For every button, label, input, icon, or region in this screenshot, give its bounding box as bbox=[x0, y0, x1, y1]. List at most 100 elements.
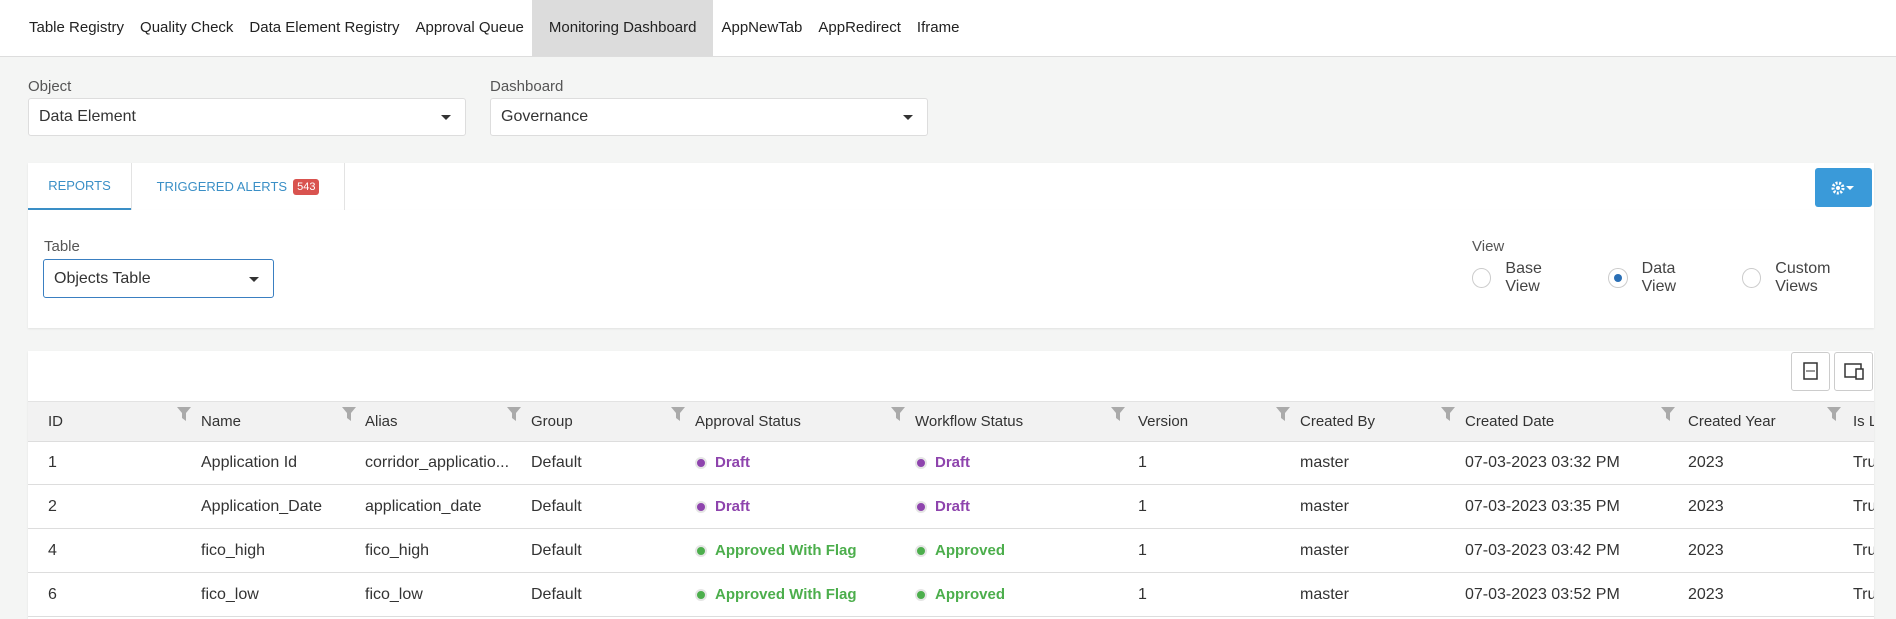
column-header[interactable]: Created By bbox=[1300, 413, 1376, 430]
alert-badge: 543 bbox=[293, 178, 320, 195]
status-cell: Approved With Flag bbox=[695, 573, 857, 616]
view-options: Base View Data View Custom Views bbox=[1472, 260, 1874, 296]
data-table: ID Name Alias Group Approval Status Workflow … bbox=[28, 401, 1874, 619]
table-cell: Application Id bbox=[201, 453, 298, 471]
table-cell: 1 bbox=[1138, 453, 1147, 471]
status-dot bbox=[915, 588, 927, 601]
status-dot bbox=[915, 456, 927, 469]
radio-label: Base View bbox=[1505, 260, 1542, 295]
column-header[interactable]: ID bbox=[48, 413, 63, 430]
status-cell: Approved bbox=[915, 529, 1005, 572]
alerts-tab[interactable]: TRIGGERED ALERTS 543 bbox=[131, 163, 345, 210]
table-cell: fico_high bbox=[365, 541, 430, 559]
column-header[interactable]: Group bbox=[531, 413, 573, 430]
table-cell: master bbox=[1300, 541, 1349, 559]
settings-button[interactable] bbox=[1815, 168, 1872, 207]
status-text: Approved bbox=[935, 586, 1006, 603]
table-panel: ID Name Alias Group Approval Status Workflow … bbox=[28, 351, 1874, 619]
filter-panel: Table Objects Table View Base View Data V… bbox=[28, 210, 1874, 328]
view-radio[interactable]: Custom Views bbox=[1741, 260, 1874, 296]
table-cell: Application_Date bbox=[201, 497, 322, 515]
nav-item[interactable]: Table Registry bbox=[29, 19, 125, 36]
table-cell: Default bbox=[531, 541, 582, 559]
nav-item[interactable]: Monitoring Dashboard bbox=[531, 0, 714, 56]
table-cell: 2023 bbox=[1688, 497, 1724, 515]
view-radio[interactable]: Base View bbox=[1472, 260, 1578, 296]
tabs-panel: REPORTS TRIGGERED ALERTS 543 bbox=[28, 163, 1874, 210]
table-select[interactable]: Objects Table bbox=[43, 259, 274, 298]
status-cell: Draft bbox=[695, 441, 750, 484]
filter-icon[interactable] bbox=[1441, 407, 1455, 421]
column-header[interactable]: Created Date bbox=[1465, 413, 1555, 430]
status-text: Approved bbox=[935, 542, 1006, 559]
table-cell: fico_low bbox=[201, 585, 259, 603]
object-select[interactable]: Data Element bbox=[28, 98, 466, 136]
filter-icon[interactable] bbox=[671, 407, 685, 421]
table-cell: 4 bbox=[48, 541, 57, 559]
table-cell: fico_high bbox=[201, 541, 266, 559]
status-text: Draft bbox=[935, 454, 971, 471]
column-header[interactable]: Alias bbox=[365, 413, 398, 430]
table-row: 2 Application_Date application_date Default… bbox=[28, 485, 1874, 529]
object-label: Object bbox=[28, 78, 72, 95]
status-cell: Draft bbox=[915, 441, 970, 484]
status-text: Draft bbox=[715, 454, 751, 471]
columns-button[interactable] bbox=[1834, 352, 1873, 391]
table-cell: 1 bbox=[1138, 541, 1147, 559]
table-row: 6 fico_low fico_low Default Approved With Fl… bbox=[28, 573, 1874, 617]
table-row: 1 Application Id corridor_applicatio... Def… bbox=[28, 441, 1874, 485]
table-cell: fico_low bbox=[365, 585, 423, 603]
dashboard-select[interactable]: Governance bbox=[490, 98, 928, 136]
table-cell: 2 bbox=[48, 497, 57, 515]
radio-circle bbox=[1472, 268, 1492, 288]
header-row: ID Name Alias Group Approval Status Workflow … bbox=[28, 401, 1874, 442]
filter-icon[interactable] bbox=[507, 407, 521, 421]
nav-item[interactable]: AppRedirect bbox=[818, 19, 901, 36]
table-cell: Default bbox=[531, 453, 582, 471]
table-cell: 07-03-2023 03:42 PM bbox=[1465, 541, 1620, 559]
radio-label: Data View bbox=[1641, 260, 1677, 295]
status-dot bbox=[695, 456, 707, 469]
top-nav: Table Registry Quality Check Data Element … bbox=[0, 0, 1896, 57]
column-header[interactable]: Created Year bbox=[1688, 413, 1776, 430]
status-text: Approved With Flag bbox=[715, 542, 857, 559]
filter-icon[interactable] bbox=[1276, 407, 1290, 421]
nav-item[interactable]: Approval Queue bbox=[415, 19, 524, 36]
status-dot bbox=[695, 588, 707, 601]
column-header[interactable]: Is L bbox=[1853, 413, 1874, 430]
table-cell: Tru bbox=[1853, 585, 1874, 603]
columns-icon bbox=[1844, 363, 1864, 380]
filter-icon[interactable] bbox=[891, 407, 905, 421]
export-xlsx-button[interactable] bbox=[1791, 352, 1830, 391]
status-dot bbox=[695, 544, 707, 557]
table-cell: 1 bbox=[48, 453, 57, 471]
table-label: Table bbox=[44, 238, 80, 255]
filter-icon[interactable] bbox=[1661, 407, 1675, 421]
reports-tab[interactable]: REPORTS bbox=[28, 163, 131, 210]
table-cell: master bbox=[1300, 585, 1349, 603]
filter-icon[interactable] bbox=[342, 407, 356, 421]
column-header[interactable]: Workflow Status bbox=[915, 413, 1024, 430]
nav-item[interactable]: Iframe bbox=[916, 19, 960, 36]
table-row: 4 fico_high fico_high Default Approved With … bbox=[28, 529, 1874, 573]
xlsx-icon bbox=[1803, 362, 1818, 380]
status-dot bbox=[915, 544, 927, 557]
filter-icon[interactable] bbox=[177, 407, 191, 421]
column-header[interactable]: Approval Status bbox=[695, 413, 801, 430]
nav-item[interactable]: AppNewTab bbox=[721, 19, 803, 36]
table-cell: 1 bbox=[1138, 497, 1147, 515]
radio-label: Custom Views bbox=[1775, 260, 1831, 295]
table-cell: Default bbox=[531, 497, 582, 515]
table-cell: 2023 bbox=[1688, 453, 1724, 471]
column-header[interactable]: Version bbox=[1138, 413, 1189, 430]
nav-item[interactable]: Quality Check bbox=[140, 19, 234, 36]
nav-item[interactable]: Data Element Registry bbox=[249, 19, 400, 36]
column-header[interactable]: Name bbox=[201, 413, 242, 430]
table-cell: 07-03-2023 03:52 PM bbox=[1465, 585, 1620, 603]
table-cell: 1 bbox=[1138, 585, 1147, 603]
status-text: Approved With Flag bbox=[715, 586, 857, 603]
table-cell: application_date bbox=[365, 497, 482, 515]
filter-icon[interactable] bbox=[1111, 407, 1125, 421]
filter-icon[interactable] bbox=[1827, 407, 1841, 421]
view-radio[interactable]: Data View bbox=[1608, 260, 1712, 296]
